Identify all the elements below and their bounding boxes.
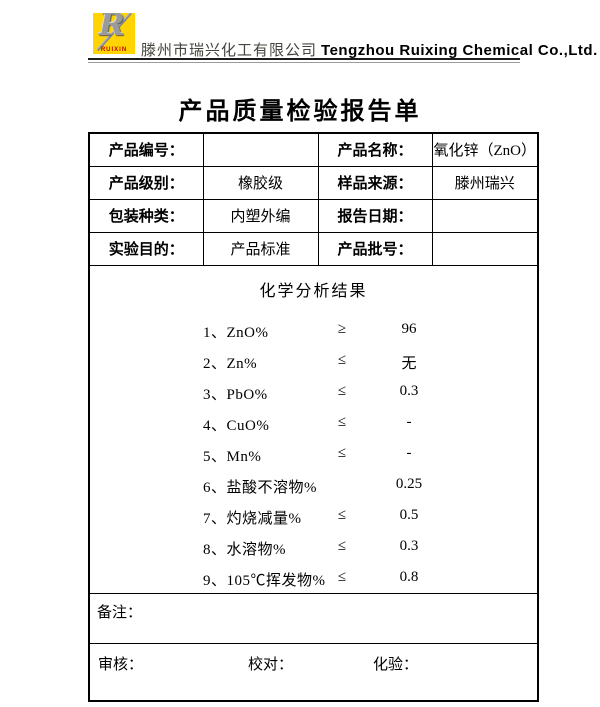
company-name-english: Tengzhou Ruixing Chemical Co.,Ltd. [321,42,598,59]
analysis-item-name: 6、盐酸不溶物% [203,479,317,496]
company-name-line: 滕州市瑞兴化工有限公司 Tengzhou Ruixing Chemical Co… [141,39,598,60]
analysis-item-symbol: ≤ [337,506,347,523]
test-purpose-value: 产品标准 [202,231,319,266]
signature-row: 审核： 校对： 化验： [88,642,539,701]
analysis-item-symbol: ≤ [337,382,347,399]
analysis-item-value: - [406,444,412,461]
analysis-item-value: 0.3 [399,537,419,554]
analysis-item: 3、PbO% ≤ 0.3 [90,376,537,407]
analysis-item: 7、灼烧减量% ≤ 0.5 [90,500,537,531]
analysis-item-name: 3、PbO% [203,386,268,403]
analysis-item-value: 无 [401,355,417,372]
batch-number-value [431,231,539,266]
report-date-label: 报告日期： [317,198,433,233]
analysis-section-row: 化学分析结果 1、ZnO% ≥ 96 2、Zn% ≤ 无 [88,264,539,594]
analysis-item-value: 0.3 [399,382,419,399]
analysis-item-name: 7、灼烧减量% [203,510,302,527]
analysis-item: 6、盐酸不溶物% 0.25 [90,469,537,500]
sample-source-value: 滕州瑞兴 [431,165,539,200]
page-title: 产品质量检验报告单 [178,98,422,125]
analysis-item: 9、105℃挥发物% ≤ 0.8 [90,562,537,593]
review-label: 审核： [98,656,144,673]
test-purpose-label: 实验目的： [88,231,204,266]
product-code-value [202,132,319,167]
product-name-label: 产品名称： [317,132,433,167]
product-grade-label: 产品级别： [88,165,204,200]
analysis-item-name: 8、水溶物% [203,541,286,558]
report-date-value [431,198,539,233]
analysis-item-name: 5、Mn% [203,448,262,465]
product-grade-value: 橡胶级 [202,165,319,200]
info-row-4: 实验目的： 产品标准 产品批号： [88,231,539,266]
company-name-chinese: 滕州市瑞兴化工有限公司 [141,43,318,59]
analysis-item-name: 1、ZnO% [203,324,269,341]
analysis-item: 4、CuO% ≤ - [90,407,537,438]
logo-brand-text: RUIXIN [100,47,128,53]
company-logo: R RUIXIN [93,13,135,54]
analysis-item-name: 2、Zn% [203,355,258,372]
analysis-item-name: 4、CuO% [203,417,270,434]
product-name-value: 氧化锌（ZnO） [431,132,539,167]
analysis-item: 1、ZnO% ≥ 96 [90,314,537,345]
analysis-item-symbol: ≤ [337,413,347,430]
analysis-item-symbol: ≤ [337,351,347,368]
proofread-label: 校对： [248,656,294,673]
info-row-3: 包装种类： 内塑外编 报告日期： [88,198,539,233]
analysis-item: 5、Mn% ≤ - [90,438,537,469]
analysis-item-value: 0.8 [399,568,419,585]
product-code-label: 产品编号： [88,132,204,167]
analysis-item-name: 9、105℃挥发物% [203,572,326,589]
batch-number-label: 产品批号： [317,231,433,266]
analysis-item: 8、水溶物% ≤ 0.3 [90,531,537,562]
analysis-item-symbol: ≤ [337,568,347,585]
header-divider [88,58,520,63]
remarks-section: 备注： [88,592,539,644]
analysis-item-value: 0.5 [399,506,419,523]
analysis-item-value: 96 [401,320,417,337]
analysis-item: 2、Zn% ≤ 无 [90,345,537,376]
analysis-heading: 化学分析结果 [259,282,368,300]
logo-r-icon: R [99,13,125,43]
analysis-section: 化学分析结果 1、ZnO% ≥ 96 2、Zn% ≤ 无 [88,264,539,594]
assay-label: 化验： [373,656,419,673]
analysis-item-list: 1、ZnO% ≥ 96 2、Zn% ≤ 无 3、PbO% ≤ 0.3 [90,314,537,593]
analysis-item-value: - [406,413,412,430]
signature-section: 审核： 校对： 化验： [88,642,539,701]
remarks-row: 备注： [88,592,539,644]
info-row-2: 产品级别： 橡胶级 样品来源： 滕州瑞兴 [88,165,539,200]
analysis-item-symbol: ≤ [337,537,347,554]
package-type-value: 内塑外编 [202,198,319,233]
report-table: 产品编号： 产品名称： 氧化锌（ZnO） 产品级别： 橡胶级 样品来源： 滕州瑞… [88,132,539,702]
sample-source-label: 样品来源： [317,165,433,200]
analysis-item-value: 0.25 [395,475,423,492]
analysis-item-symbol: ≥ [337,320,347,337]
analysis-item-symbol: ≤ [337,444,347,461]
package-type-label: 包装种类： [88,198,204,233]
remarks-label: 备注： [97,604,143,621]
info-row-1: 产品编号： 产品名称： 氧化锌（ZnO） [88,132,539,167]
